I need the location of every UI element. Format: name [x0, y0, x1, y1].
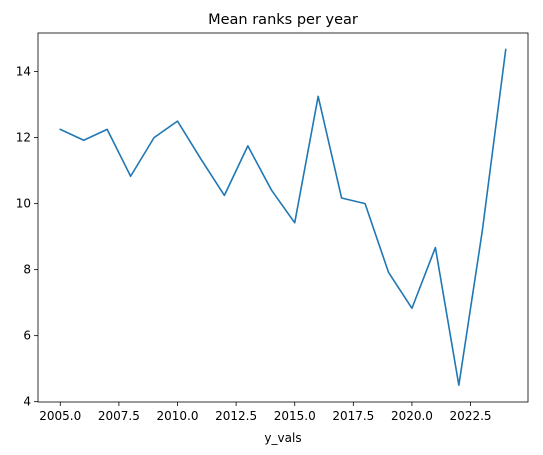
- x-tick-label: 2005.0: [39, 409, 81, 423]
- chart-title: Mean ranks per year: [208, 12, 358, 28]
- x-tick-label: 2015.0: [274, 409, 316, 423]
- x-tick-label: 2007.5: [98, 409, 140, 423]
- x-tick-label: 2022.5: [450, 409, 492, 423]
- y-tick-label: 12: [16, 131, 31, 145]
- y-tick-label: 10: [16, 197, 31, 211]
- y-tick-label: 4: [23, 395, 31, 409]
- y-tick-label: 8: [23, 263, 31, 277]
- y-tick-label: 14: [16, 65, 31, 79]
- plot-area-frame: [37, 32, 529, 403]
- series-line: [59, 48, 507, 386]
- series-layer: [59, 48, 507, 386]
- y-tick-label: 6: [23, 329, 31, 343]
- x-axis-ticks: 2005.0 2007.5 2010.0 2012.5 2015.0 2017.5 2020…: [39, 402, 492, 423]
- x-tick-label: 2020.0: [391, 409, 433, 423]
- x-axis-title: y_vals: [264, 431, 301, 445]
- x-tick-label: 2010.0: [156, 409, 198, 423]
- x-tick-label: 2012.5: [215, 409, 257, 423]
- y-axis-ticks: 4 6 8 10 12 14: [16, 65, 38, 409]
- x-tick-label: 2017.5: [332, 409, 374, 423]
